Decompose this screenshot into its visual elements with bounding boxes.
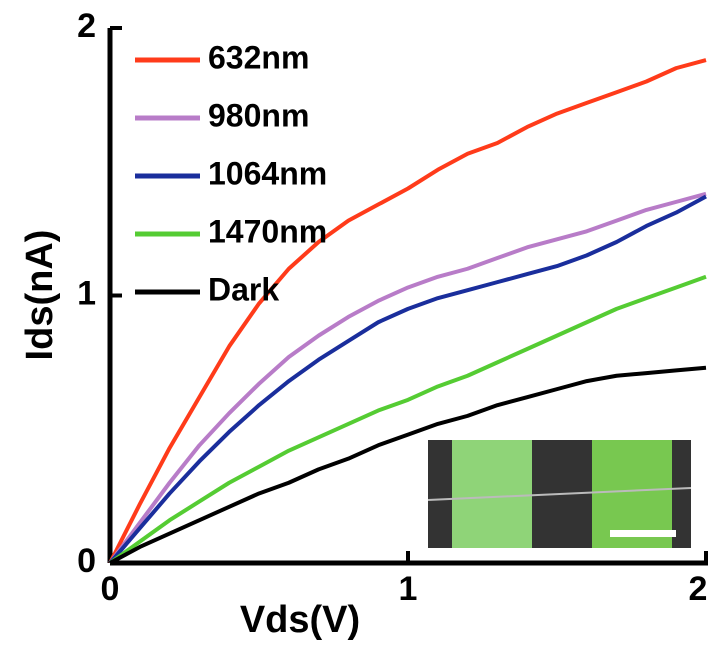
x-tick-label: 1 [399, 570, 418, 608]
legend-label: 1064nm [208, 155, 327, 191]
inset-wire [427, 487, 692, 501]
legend-label: 632nm [208, 39, 309, 75]
series-line [108, 194, 707, 565]
y-tick-label: 1 [77, 274, 96, 312]
x-tick-label: 2 [689, 570, 708, 608]
legend-label: 1470nm [208, 213, 327, 249]
series-line [109, 365, 707, 565]
x-axis-label: Vds(V) [240, 599, 360, 641]
series-line [108, 191, 707, 565]
y-tick-label: 2 [77, 7, 96, 45]
inset-image [427, 440, 692, 548]
legend-label: 980nm [208, 97, 309, 133]
inset-stripe [452, 440, 532, 548]
legend-label: Dark [208, 271, 279, 307]
series-line [108, 58, 707, 564]
y-tick-label: 0 [77, 542, 96, 580]
series-line [108, 274, 707, 565]
inset-scale-bar [610, 530, 676, 537]
y-axis-label: Ids(nA) [19, 230, 61, 361]
x-tick-label: 0 [101, 570, 120, 608]
